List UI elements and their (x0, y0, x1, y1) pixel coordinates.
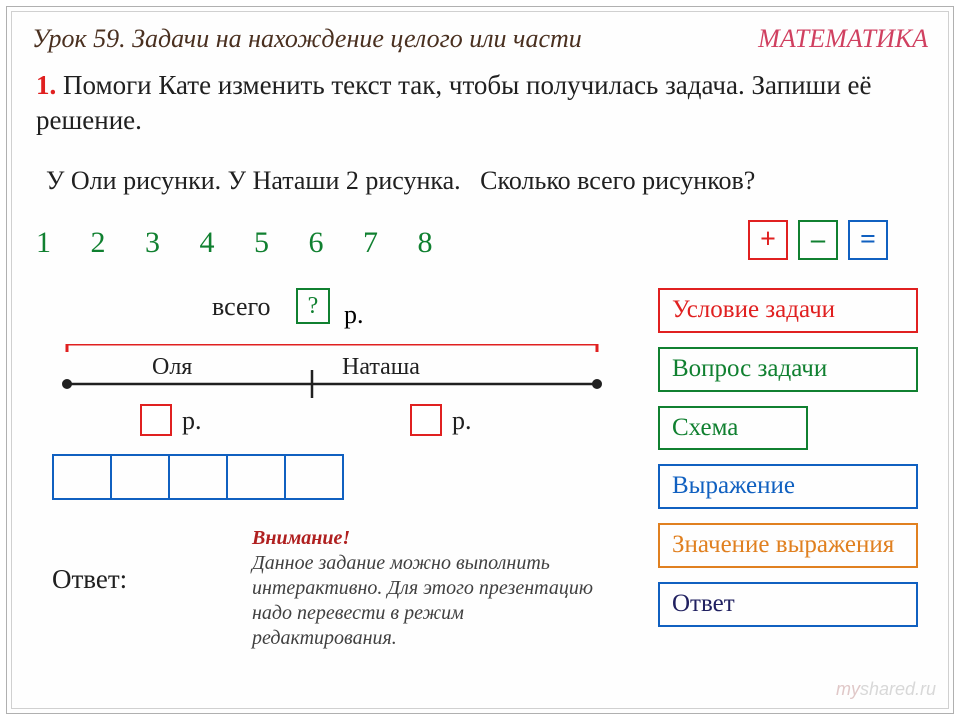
watermark: myshared.ru (836, 679, 936, 700)
note-title: Внимание! (252, 527, 350, 549)
natasha-label: Наташа (342, 354, 420, 380)
natasha-unit: р. (452, 406, 472, 436)
operator-choices: + – = (748, 220, 888, 260)
num-2[interactable]: 2 (91, 226, 106, 259)
unit-after-q: р. (344, 300, 364, 330)
minus-button[interactable]: – (798, 220, 838, 260)
expr-cell-3[interactable] (168, 454, 228, 500)
expr-cell-2[interactable] (110, 454, 170, 500)
num-7[interactable]: 7 (363, 226, 378, 259)
problem-question: Сколько всего рисунков? (480, 166, 755, 195)
number-choices: 1 2 3 4 5 6 7 8 (36, 226, 465, 260)
olya-unit: р. (182, 406, 202, 436)
watermark-shared: shared.ru (860, 679, 936, 699)
task-body: Помоги Кате изменить текст так, чтобы по… (36, 70, 871, 135)
num-3[interactable]: 3 (145, 226, 160, 259)
box-value[interactable]: Значение выражения (658, 523, 918, 568)
lesson-title: Урок 59. Задачи на нахождение целого или… (32, 24, 582, 54)
num-1[interactable]: 1 (36, 226, 51, 259)
num-6[interactable]: 6 (309, 226, 324, 259)
diagram-svg: Оля Наташа (52, 344, 612, 414)
box-condition[interactable]: Условие задачи (658, 288, 918, 333)
problem-olya: У Оли рисунки. (46, 166, 221, 195)
natasha-value-box[interactable] (410, 404, 442, 436)
olya-label: Оля (152, 354, 192, 380)
num-8[interactable]: 8 (418, 226, 433, 259)
segment-diagram: Оля Наташа (52, 344, 612, 419)
olya-value-box[interactable] (140, 404, 172, 436)
note-body: Данное задание можно выполнить интеракти… (252, 552, 593, 649)
problem-statement: У Оли рисунки. У Наташи 2 рисунка. Сколь… (46, 166, 924, 196)
attention-note: Внимание! Данное задание можно выполнить… (252, 526, 612, 651)
num-5[interactable]: 5 (254, 226, 269, 259)
task-number: 1. (36, 70, 56, 100)
task-instruction: 1. Помоги Кате изменить текст так, чтобы… (36, 68, 924, 138)
box-expression[interactable]: Выражение (658, 464, 918, 509)
box-answer[interactable]: Ответ (658, 582, 918, 627)
expr-cell-4[interactable] (226, 454, 286, 500)
problem-natasha: У Наташи 2 рисунка. (228, 166, 461, 195)
total-label: всего (212, 292, 271, 322)
equals-button[interactable]: = (848, 220, 888, 260)
box-scheme[interactable]: Схема (658, 406, 808, 451)
slide-frame: Урок 59. Задачи на нахождение целого или… (6, 6, 954, 714)
answer-label: Ответ: (52, 564, 127, 595)
question-mark-box[interactable]: ? (296, 288, 330, 324)
expr-cell-5[interactable] (284, 454, 344, 500)
segment-start-dot (62, 379, 72, 389)
box-question[interactable]: Вопрос задачи (658, 347, 918, 392)
inner-frame: Урок 59. Задачи на нахождение целого или… (11, 11, 949, 709)
component-list: Условие задачи Вопрос задачи Схема Выраж… (658, 288, 918, 627)
num-4[interactable]: 4 (200, 226, 215, 259)
expression-boxes (52, 454, 344, 500)
plus-button[interactable]: + (748, 220, 788, 260)
expr-cell-1[interactable] (52, 454, 112, 500)
subject-label: МАТЕМАТИКА (758, 24, 928, 54)
segment-end-dot (592, 379, 602, 389)
watermark-my: my (836, 679, 860, 699)
bracket-icon (67, 344, 597, 352)
